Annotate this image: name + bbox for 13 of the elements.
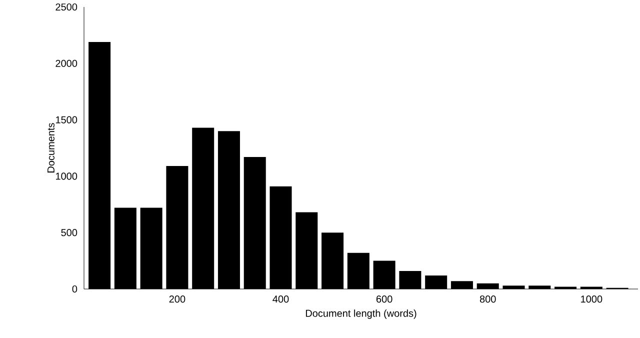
y-axis-title: Documents: [48, 123, 54, 172]
y-tick-label: 2500: [56, 3, 78, 11]
x-tick-label: 600: [376, 296, 392, 303]
x-tick-label: 200: [169, 296, 186, 303]
x-tick-label: 1000: [581, 296, 602, 303]
x-tick-label: 400: [272, 296, 289, 303]
x-axis-title: Document length (words): [306, 310, 416, 319]
y-tick-label: 0: [72, 285, 78, 293]
y-tick-label: 500: [61, 229, 78, 236]
y-tick-label: 1000: [56, 172, 78, 180]
x-tick-label: 800: [480, 296, 496, 303]
y-tick-label: 1500: [56, 116, 78, 124]
y-tick-label: 2000: [56, 60, 78, 67]
